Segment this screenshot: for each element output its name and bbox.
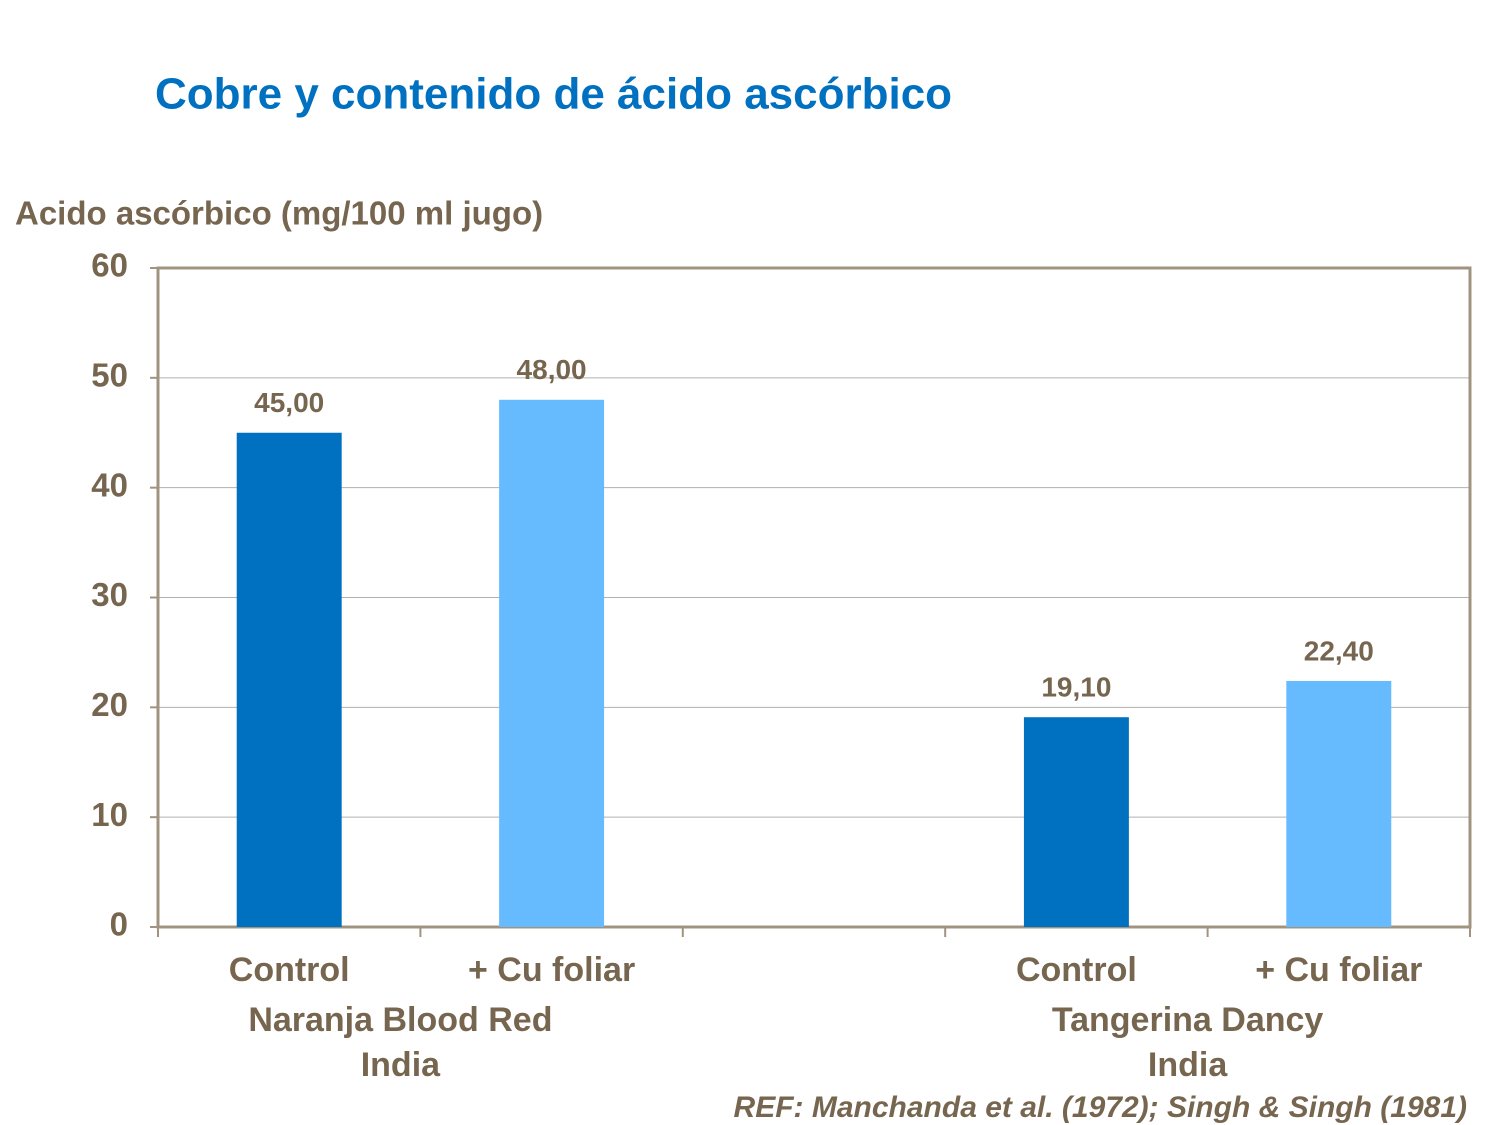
group-label: India [1148,1046,1228,1084]
bar [236,432,342,927]
group-label: Tangerina Dancy [1052,1001,1324,1039]
value-label: 45,00 [254,387,324,418]
x-tick-label: + Cu foliar [468,951,635,989]
chart-title: Cobre y contenido de ácido ascórbico [155,70,952,119]
x-tick-label: + Cu foliar [1255,951,1422,989]
y-tick-label: 10 [91,796,128,833]
value-label: 19,10 [1041,672,1111,703]
bar [499,399,605,927]
y-tick-label: 40 [91,466,128,503]
x-tick-label: Control [1016,951,1137,989]
y-tick-label: 30 [91,576,128,613]
y-tick-label: 50 [91,357,128,394]
group-label: Naranja Blood Red [248,1001,552,1039]
y-tick-label: 60 [91,247,128,284]
bar [1023,717,1129,927]
plot-frame [156,266,1472,929]
x-tick-label: Control [229,951,350,989]
group-label: India [361,1046,441,1084]
source-note: REF: Manchanda et al. (1972); Singh & Si… [734,1091,1467,1124]
value-label: 48,00 [517,354,587,385]
value-label: 22,40 [1304,635,1374,666]
y-tick-label: 20 [91,686,128,723]
y-axis-label: Acido ascórbico (mg/100 ml jugo) [15,195,543,232]
y-tick-label: 0 [110,906,128,943]
bar [1286,680,1392,927]
